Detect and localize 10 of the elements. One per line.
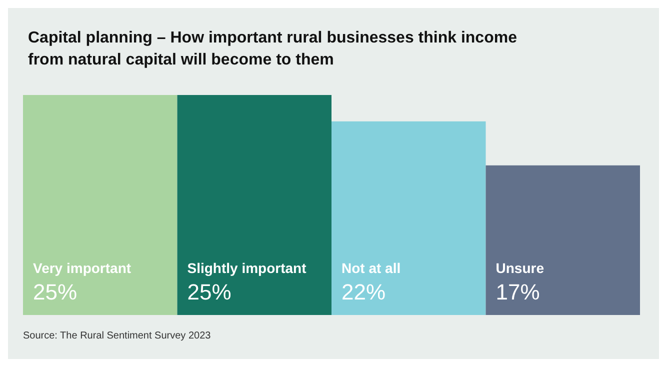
data-label: 25% bbox=[33, 280, 78, 304]
data-label: 22% bbox=[342, 280, 386, 304]
x-tick-label: Very important bbox=[33, 260, 132, 276]
x-tick-label: Unsure bbox=[496, 260, 544, 276]
source-note: Source: The Rural Sentiment Survey 2023 bbox=[23, 330, 212, 342]
x-tick-label: Not at all bbox=[342, 260, 401, 276]
data-label: 25% bbox=[187, 280, 232, 304]
data-label: 17% bbox=[496, 280, 540, 304]
chart-title: Capital planning – How important rural businesses think income from natural capital will become to them bbox=[28, 30, 518, 68]
x-tick-label: Slightly important bbox=[187, 260, 307, 276]
